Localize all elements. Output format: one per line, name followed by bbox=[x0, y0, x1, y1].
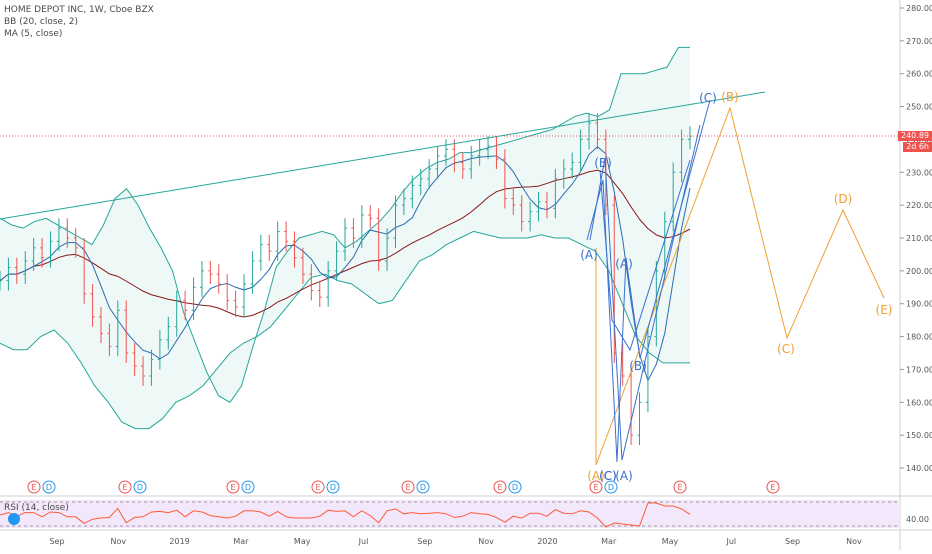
time-tick-label: Jul bbox=[725, 537, 736, 546]
event-marker-label: D bbox=[420, 483, 426, 492]
time-tick-label: Mar bbox=[601, 537, 617, 546]
wave-label: (A) bbox=[615, 257, 633, 271]
price-tick-label: 250.00 bbox=[906, 103, 932, 112]
rsi-indicator-label: RSI (14, close) bbox=[4, 503, 69, 513]
time-tick-label: 2020 bbox=[537, 537, 557, 546]
wave-label: (D) bbox=[834, 192, 853, 206]
earnings-marker[interactable] bbox=[766, 480, 780, 494]
countdown-tag: 2d 6h bbox=[903, 142, 932, 152]
time-tick-label: Nov bbox=[110, 537, 126, 546]
event-marker-label: E bbox=[315, 483, 320, 492]
time-tick-label: Mar bbox=[233, 537, 249, 546]
event-marker-label: E bbox=[230, 483, 235, 492]
event-marker-label: D bbox=[46, 483, 52, 492]
time-tick-label: Sep bbox=[785, 537, 800, 546]
time-tick-label: May bbox=[662, 537, 679, 546]
bollinger-basis-line bbox=[0, 169, 691, 318]
event-marker-label: E bbox=[122, 483, 127, 492]
wave-label: (A) bbox=[587, 469, 605, 483]
event-marker-label: D bbox=[608, 483, 614, 492]
price-tick-label: 200.00 bbox=[906, 267, 932, 276]
bollinger-fill bbox=[0, 47, 690, 429]
earnings-marker[interactable] bbox=[226, 480, 240, 494]
event-marker-label: E bbox=[405, 483, 410, 492]
wave-label: (E) bbox=[876, 303, 893, 317]
time-tick-label: Nov bbox=[846, 537, 862, 546]
dividend-marker[interactable] bbox=[326, 480, 340, 494]
ma-indicator-label: MA (5, close) bbox=[4, 29, 63, 39]
wave-label: (A) bbox=[580, 248, 598, 262]
elliott-wave-blue bbox=[589, 124, 701, 461]
dividend-marker[interactable] bbox=[508, 480, 522, 494]
price-tick-label: 140.00 bbox=[906, 464, 932, 473]
time-tick-label: May bbox=[294, 537, 311, 546]
elliott-wave-blue bbox=[599, 159, 691, 352]
time-tick-label: 2019 bbox=[169, 537, 189, 546]
wave-label: (B) bbox=[721, 90, 739, 104]
earnings-marker[interactable] bbox=[27, 480, 41, 494]
earnings-marker[interactable] bbox=[673, 480, 687, 494]
time-tick-label: Sep bbox=[49, 537, 64, 546]
time-tick-label: Jul bbox=[358, 537, 369, 546]
elliott-wave-blue bbox=[586, 99, 711, 463]
price-tick-label: 220.00 bbox=[906, 201, 932, 210]
bb-indicator-label: BB (20, close, 2) bbox=[4, 17, 79, 27]
event-marker-label: E bbox=[497, 483, 502, 492]
event-marker-label: D bbox=[512, 483, 518, 492]
price-tick-label: 260.00 bbox=[906, 70, 932, 79]
earnings-marker[interactable] bbox=[589, 480, 603, 494]
wave-label: (C) bbox=[599, 469, 617, 483]
price-tick-label: 170.00 bbox=[906, 365, 932, 374]
dividend-marker[interactable] bbox=[241, 480, 255, 494]
wave-label: (C) bbox=[777, 342, 795, 356]
price-tick-label: 210.00 bbox=[906, 234, 932, 243]
dividend-marker[interactable] bbox=[42, 480, 56, 494]
price-tick-label: 180.00 bbox=[906, 333, 932, 342]
price-tick-label: 190.00 bbox=[906, 300, 932, 309]
dividend-marker[interactable] bbox=[604, 480, 618, 494]
wave-label: (A) bbox=[615, 469, 633, 483]
wave-label: (C) bbox=[699, 91, 717, 105]
cloud-icon[interactable] bbox=[8, 513, 20, 525]
earnings-marker[interactable] bbox=[311, 480, 325, 494]
wave-label: (B) bbox=[629, 359, 647, 373]
ma5-line bbox=[0, 145, 691, 382]
last-price-tag: 240.89 bbox=[898, 131, 932, 141]
event-marker-label: D bbox=[330, 483, 336, 492]
price-tick-label: 230.00 bbox=[906, 168, 932, 177]
event-marker-label: E bbox=[677, 483, 682, 492]
elliott-wave-orange bbox=[595, 106, 885, 466]
rsi-tick-label: 40.00 bbox=[906, 515, 929, 524]
price-tick-label: 160.00 bbox=[906, 398, 932, 407]
resistance-trendline bbox=[0, 91, 766, 220]
rsi-line bbox=[0, 502, 691, 528]
event-marker-label: D bbox=[245, 483, 251, 492]
price-tick-label: 280.00 bbox=[906, 4, 932, 13]
earnings-marker[interactable] bbox=[401, 480, 415, 494]
dividend-marker[interactable] bbox=[133, 480, 147, 494]
price-tick-label: 270.00 bbox=[906, 37, 932, 46]
chart-legend: HOME DEPOT INC, 1W, Cboe BZX BB (20, clo… bbox=[4, 4, 154, 40]
bollinger-lower-line bbox=[0, 230, 690, 430]
event-marker-label: E bbox=[593, 483, 598, 492]
dividend-marker[interactable] bbox=[416, 480, 430, 494]
time-tick-label: Sep bbox=[417, 537, 432, 546]
symbol-title: HOME DEPOT INC, 1W, Cboe BZX bbox=[4, 5, 154, 15]
wave-label: (C) bbox=[599, 469, 617, 483]
event-marker-label: E bbox=[770, 483, 775, 492]
earnings-marker[interactable] bbox=[118, 480, 132, 494]
price-tick-label: 150.00 bbox=[906, 431, 932, 440]
event-marker-label: E bbox=[31, 483, 36, 492]
wave-label: (B) bbox=[594, 156, 612, 170]
earnings-marker[interactable] bbox=[493, 480, 507, 494]
time-tick-label: Nov bbox=[478, 537, 494, 546]
event-marker-label: D bbox=[137, 483, 143, 492]
rsi-band bbox=[0, 500, 900, 528]
